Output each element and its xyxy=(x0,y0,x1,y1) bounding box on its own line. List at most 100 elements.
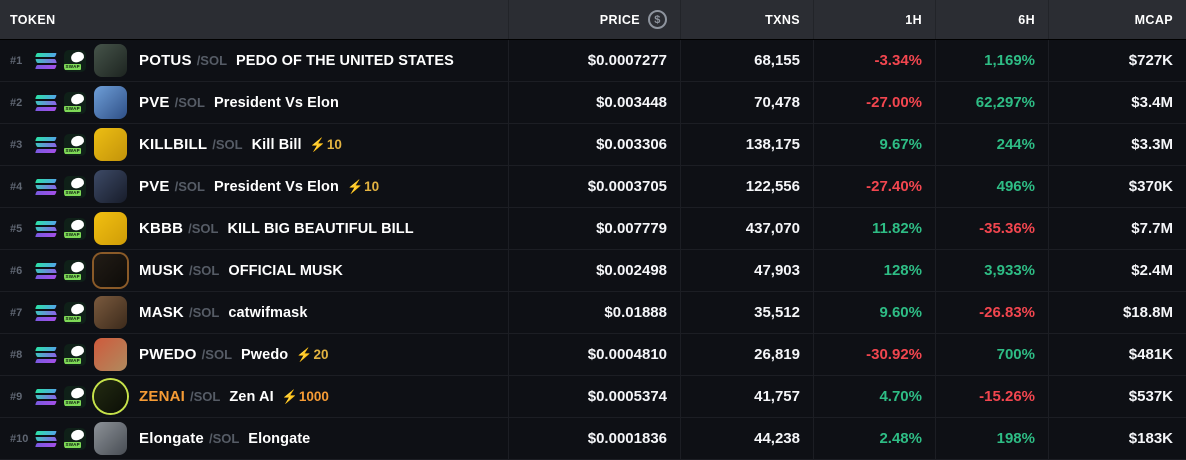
rank-label: #7 xyxy=(10,306,23,319)
price-cell: $0.002498 xyxy=(508,250,680,291)
quote-pair-label: /SOL xyxy=(208,431,240,446)
column-header-6h[interactable]: 6H xyxy=(935,0,1048,39)
table-row[interactable]: #2 SWAP PVE /SOL President Vs Elon $0.00… xyxy=(0,82,1186,124)
token-cell[interactable]: #1 SWAP POTUS /SOL PEDO OF THE UNITED ST… xyxy=(0,40,508,81)
column-header-mcap[interactable]: MCAP xyxy=(1048,0,1186,39)
column-header-label: MCAP xyxy=(1134,12,1173,27)
lightning-icon: ⚡ xyxy=(296,346,313,362)
table-row[interactable]: #5 SWAP KBBB /SOL KILL BIG BEAUTIFUL BIL… xyxy=(0,208,1186,250)
price-cell: $0.007779 xyxy=(508,208,680,249)
token-cell[interactable]: #7 SWAP MASK /SOL catwifmask xyxy=(0,292,508,333)
pumpswap-pill-shape xyxy=(69,301,86,316)
pumpswap-swap-label: SWAP xyxy=(64,105,82,112)
dollar-circle-icon[interactable]: $ xyxy=(648,10,667,29)
table-row[interactable]: #10 SWAP Elongate /SOL Elongate $0.00018… xyxy=(0,418,1186,460)
token-symbol: KILLBILL xyxy=(139,136,208,153)
token-cell[interactable]: #2 SWAP PVE /SOL President Vs Elon xyxy=(0,82,508,123)
rank-label: #10 xyxy=(10,432,29,445)
column-header-price[interactable]: PRICE $ xyxy=(508,0,680,39)
change-1h-cell: -27.00% xyxy=(813,82,935,123)
rank-label: #5 xyxy=(10,222,23,235)
token-avatar xyxy=(94,86,127,119)
table-row[interactable]: #1 SWAP POTUS /SOL PEDO OF THE UNITED ST… xyxy=(0,40,1186,82)
pumpswap-pill-shape xyxy=(69,343,86,358)
quote-pair-label: /SOL xyxy=(190,389,221,404)
pumpswap-dex-icon: SWAP xyxy=(64,385,86,408)
table-row[interactable]: #4 SWAP PVE /SOL President Vs Elon ⚡ 10 … xyxy=(0,166,1186,208)
rank-label: #3 xyxy=(10,138,23,151)
table-row[interactable]: #9 SWAP ZENAI /SOL Zen AI ⚡ 1000 $0.0005… xyxy=(0,376,1186,418)
quote-pair-label: /SOL xyxy=(174,179,205,194)
column-header-txns[interactable]: TXNS xyxy=(680,0,813,39)
boost-badge[interactable]: ⚡ 20 xyxy=(296,347,328,363)
table-row[interactable]: #8 SWAP PWEDO /SOL Pwedo ⚡ 20 $0.0004810… xyxy=(0,334,1186,376)
boost-badge[interactable]: ⚡ 1000 xyxy=(282,389,329,405)
mcap-cell: $7.7M xyxy=(1048,208,1186,249)
solana-chain-icon xyxy=(35,263,57,278)
pumpswap-pill-shape xyxy=(69,91,86,106)
token-cell[interactable]: #3 SWAP KILLBILL /SOL Kill Bill ⚡ 10 xyxy=(0,124,508,165)
token-name: OFFICIAL MUSK xyxy=(228,262,343,279)
quote-pair-label: /SOL xyxy=(188,263,220,278)
pumpswap-swap-label: SWAP xyxy=(64,273,82,280)
token-name: Kill Bill xyxy=(251,136,302,153)
token-symbol: Elongate xyxy=(139,430,204,447)
txns-cell: 122,556 xyxy=(680,166,813,207)
token-cell[interactable]: #10 SWAP Elongate /SOL Elongate xyxy=(0,418,508,459)
pumpswap-dex-icon: SWAP xyxy=(64,49,86,72)
change-1h-cell: 2.48% xyxy=(813,418,935,459)
mcap-cell: $3.3M xyxy=(1048,124,1186,165)
boost-amount: 10 xyxy=(364,179,380,194)
token-cell[interactable]: #9 SWAP ZENAI /SOL Zen AI ⚡ 1000 xyxy=(0,376,508,417)
txns-cell: 437,070 xyxy=(680,208,813,249)
change-6h-cell: -26.83% xyxy=(935,292,1048,333)
change-6h-cell: 496% xyxy=(935,166,1048,207)
mcap-cell: $481K xyxy=(1048,334,1186,375)
token-cell[interactable]: #4 SWAP PVE /SOL President Vs Elon ⚡ 10 xyxy=(0,166,508,207)
pumpswap-swap-label: SWAP xyxy=(64,357,82,364)
price-cell: $0.01888 xyxy=(508,292,680,333)
token-name: Pwedo xyxy=(241,346,289,363)
pumpswap-pill-shape xyxy=(69,259,86,274)
solana-chain-icon xyxy=(35,221,57,236)
token-name: President Vs Elon xyxy=(213,178,339,195)
change-1h-cell: -3.34% xyxy=(813,40,935,81)
token-symbol: ZENAI xyxy=(139,388,185,405)
token-name: KILL BIG BEAUTIFUL BILL xyxy=(227,220,414,237)
solana-chain-icon xyxy=(35,305,57,320)
token-cell[interactable]: #5 SWAP KBBB /SOL KILL BIG BEAUTIFUL BIL… xyxy=(0,208,508,249)
boost-badge[interactable]: ⚡ 10 xyxy=(310,137,342,153)
pumpswap-pill-shape xyxy=(69,49,86,64)
mcap-cell: $18.8M xyxy=(1048,292,1186,333)
column-header-1h[interactable]: 1H xyxy=(813,0,935,39)
change-1h-cell: -30.92% xyxy=(813,334,935,375)
boost-badge[interactable]: ⚡ 10 xyxy=(347,179,379,195)
price-cell: $0.0005374 xyxy=(508,376,680,417)
token-name: Elongate xyxy=(248,430,311,447)
token-symbol: PWEDO xyxy=(139,346,197,363)
token-avatar xyxy=(94,380,127,413)
pumpswap-pill-shape xyxy=(69,175,86,190)
column-header-token[interactable]: TOKEN xyxy=(0,0,508,39)
table-row[interactable]: #6 SWAP MUSK /SOL OFFICIAL MUSK $0.00249… xyxy=(0,250,1186,292)
pumpswap-dex-icon: SWAP xyxy=(64,91,86,114)
mcap-cell: $2.4M xyxy=(1048,250,1186,291)
solana-chain-icon xyxy=(35,179,57,194)
pumpswap-dex-icon: SWAP xyxy=(64,217,86,240)
token-cell[interactable]: #8 SWAP PWEDO /SOL Pwedo ⚡ 20 xyxy=(0,334,508,375)
token-cell[interactable]: #6 SWAP MUSK /SOL OFFICIAL MUSK xyxy=(0,250,508,291)
rank-label: #4 xyxy=(10,180,23,193)
column-header-label: TOKEN xyxy=(10,12,56,27)
table-row[interactable]: #7 SWAP MASK /SOL catwifmask $0.01888 35… xyxy=(0,292,1186,334)
pumpswap-swap-label: SWAP xyxy=(64,147,82,154)
pumpswap-swap-label: SWAP xyxy=(64,441,82,448)
price-cell: $0.003448 xyxy=(508,82,680,123)
pumpswap-swap-label: SWAP xyxy=(64,63,82,70)
token-avatar xyxy=(94,44,127,77)
change-6h-cell: 198% xyxy=(935,418,1048,459)
pumpswap-swap-label: SWAP xyxy=(64,231,82,238)
token-name: Zen AI xyxy=(229,388,274,405)
table-row[interactable]: #3 SWAP KILLBILL /SOL Kill Bill ⚡ 10 $0.… xyxy=(0,124,1186,166)
token-name: catwifmask xyxy=(228,304,308,321)
rank-label: #9 xyxy=(10,390,23,403)
